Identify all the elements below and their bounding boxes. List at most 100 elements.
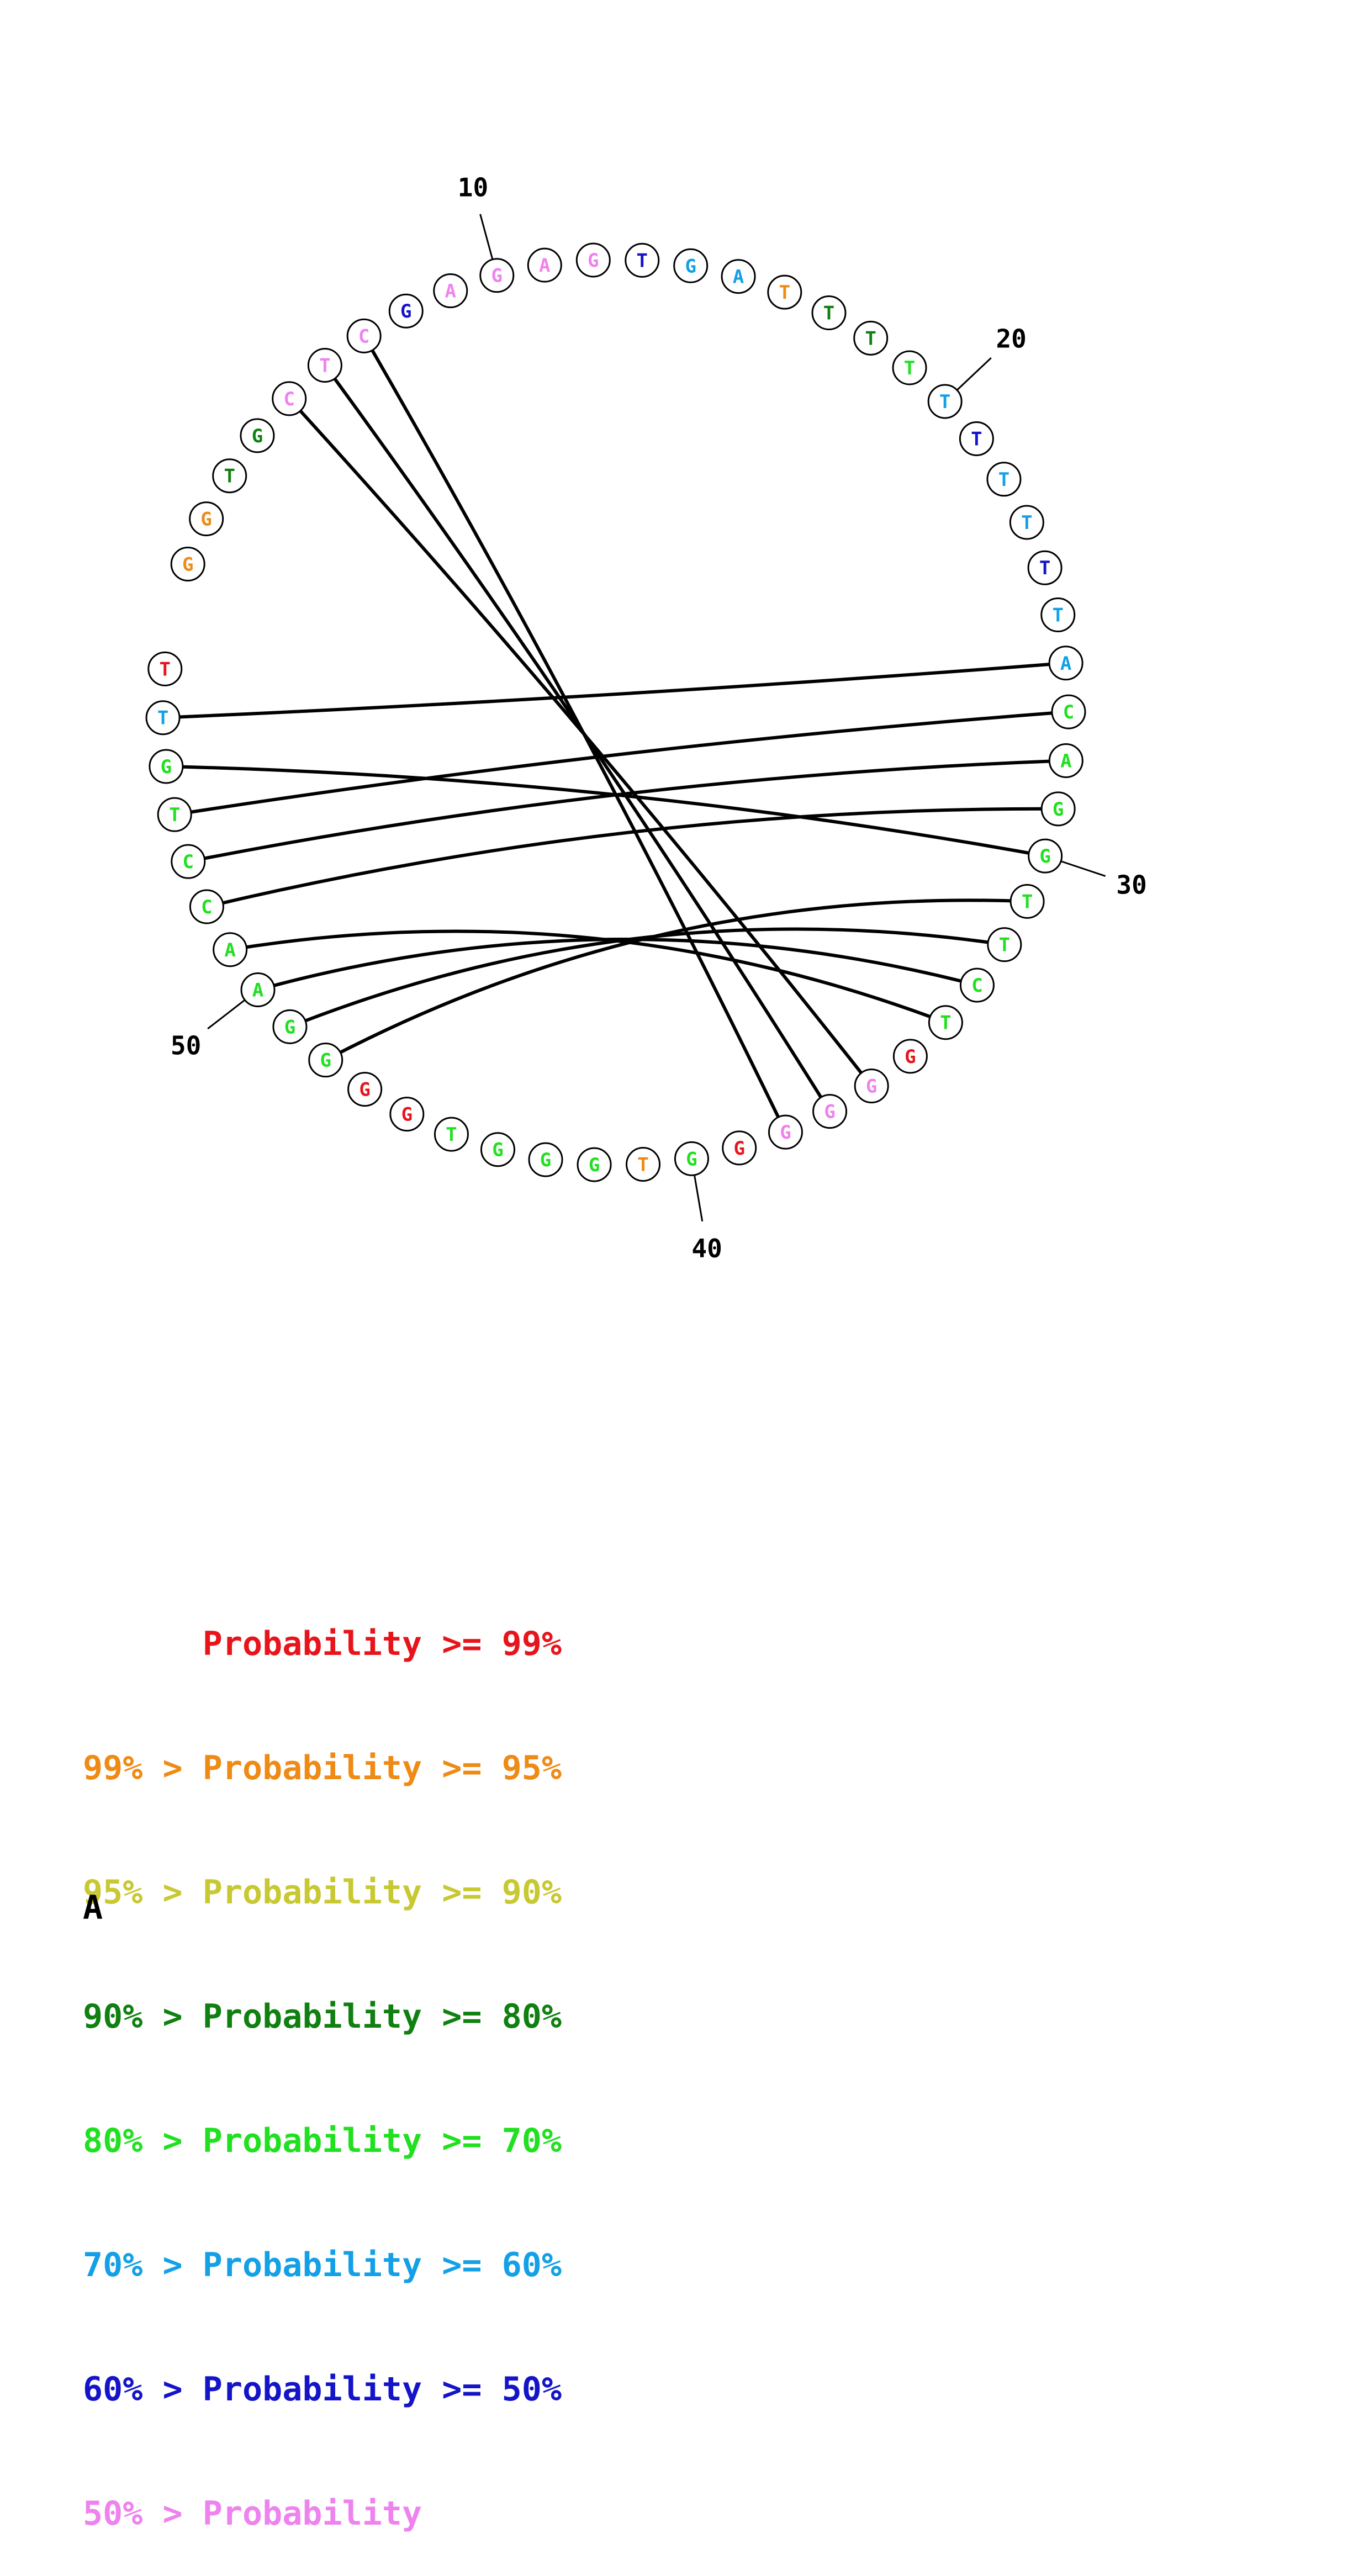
nucleotide-41: T (626, 1147, 661, 1182)
nucleotide-circle (1028, 838, 1063, 874)
nucleotide-12: G (575, 242, 611, 278)
pair-arc-55-30 (166, 765, 1046, 858)
pair-arc-53-28 (188, 759, 1066, 864)
nucleotide-base: T (1022, 891, 1033, 913)
nucleotide-base: G (540, 1149, 551, 1171)
nucleotide-base: T (1021, 512, 1032, 534)
nucleotide-circle (434, 1117, 469, 1152)
nucleotide-circle (1009, 884, 1045, 919)
nucleotide-base: T (157, 707, 168, 729)
legend-text: Probability >= 50% (202, 2370, 562, 2409)
nucleotide-circle (1048, 646, 1083, 681)
nucleotide-57: T (147, 651, 183, 686)
nucleotide-base: C (201, 896, 212, 918)
nucleotide-circle (212, 458, 247, 494)
pair-arc-56-26 (162, 661, 1066, 720)
nucleotide-circle (722, 1130, 757, 1166)
position-ticks: 10 20 30 40 50 (171, 173, 1147, 1264)
nucleotide-1: G (170, 547, 205, 582)
nucleotide-37: G (812, 1094, 848, 1129)
nucleotide-25: T (1040, 597, 1076, 632)
nucleotide-base: C (358, 325, 369, 347)
legend-text: Probability >= 95% (202, 1749, 562, 1787)
nucleotide-base: T (971, 429, 982, 451)
nucleotide-base: G (161, 756, 172, 778)
nucleotide-7: C (346, 318, 382, 353)
nucleotide-49: G (272, 1009, 308, 1044)
nucleotide-base: G (589, 1154, 600, 1176)
legend-text: Probability (202, 2494, 422, 2533)
nucleotide-base: T (939, 391, 950, 413)
nucleotide-36: G (854, 1069, 889, 1104)
nucleotide-circle (767, 274, 802, 310)
nucleotide-base: G (866, 1076, 877, 1098)
legend-text: Probability >= 99% (202, 1625, 562, 1663)
nucleotide-circle (1048, 743, 1083, 778)
nucleotide-base: G (1039, 845, 1050, 868)
nucleotide-8: G (388, 293, 424, 329)
nucleotide-base: G (359, 1079, 370, 1101)
legend-row-70: 80% > Probability >= 70% (83, 2120, 562, 2162)
legend-prefix: 60% > (83, 2370, 203, 2409)
position-label-30: 30 (1116, 870, 1146, 900)
nucleotide-base: C (1063, 701, 1074, 723)
tick-line-30 (1060, 860, 1106, 877)
nucleotide-base: T (637, 1154, 648, 1176)
tick-line-40 (693, 1175, 704, 1222)
pair-arc-54-27 (174, 710, 1069, 817)
nucleotide-9: A (433, 273, 468, 309)
nucleotide-base: G (686, 1148, 697, 1170)
probability-legend: Probability >= 99% 99% > Probability >= … (83, 1541, 562, 2576)
nucleotide-52: C (189, 889, 224, 924)
nucleotide-4: G (240, 418, 275, 453)
nucleotide-circle (240, 972, 276, 1008)
nucleotide-base: C (971, 975, 982, 997)
nucleotide-circle (147, 651, 183, 686)
nucleotide-circle (272, 381, 307, 416)
nucleotide-circle (528, 1142, 563, 1177)
nucleotide-3: T (212, 458, 247, 494)
nucleotide-base: T (224, 466, 235, 488)
nucleotide-51: A (213, 932, 248, 967)
legend-row-95: 99% > Probability >= 95% (83, 1748, 562, 1789)
nucleotide-31: T (1009, 884, 1045, 919)
legend-text: Probability >= 70% (202, 2122, 562, 2160)
nucleotide-53: C (171, 844, 206, 879)
nucleotide-circle (307, 347, 342, 383)
nucleotide-base: A (733, 266, 744, 288)
nucleotide-circle (673, 248, 709, 283)
nucleotide-26: A (1048, 646, 1083, 681)
nucleotide-base: T (999, 934, 1010, 956)
nucleotide-circle (674, 1141, 709, 1176)
legend-row-90: 95% > Probability >= 90% (83, 1872, 562, 1913)
nucleotide-circle (1009, 505, 1044, 540)
nucleotide-circle (1027, 550, 1063, 585)
nucleotide-29: G (1040, 791, 1076, 827)
nucleotide-56: T (145, 700, 181, 736)
nucleotide-20: T (927, 384, 963, 419)
legend-text: Probability >= 90% (202, 1873, 562, 1912)
nucleotide-38: G (768, 1114, 803, 1150)
nucleotide-13: T (625, 242, 660, 278)
nucleotide-circle (527, 247, 562, 283)
panel-label: A (83, 1889, 103, 1927)
nucleotide-base: T (169, 804, 180, 826)
nucleotide-22: T (986, 462, 1022, 497)
nucleotide-39: G (722, 1130, 757, 1166)
nucleotide-base: A (445, 281, 456, 303)
nucleotide-circle (1040, 791, 1076, 827)
legend-prefix: 95% > (83, 1873, 203, 1912)
nucleotide-40: G (674, 1141, 709, 1176)
nucleotide-circle (812, 1094, 848, 1129)
nucleotide-circle (389, 1097, 425, 1132)
base-pair-arcs (162, 335, 1069, 1133)
nucleotide-base: G (491, 265, 503, 287)
nucleotide-42: G (577, 1147, 612, 1182)
nucleotide-50: A (240, 972, 276, 1008)
nucleotide-base: G (284, 1016, 295, 1038)
nucleotide-circle (145, 700, 181, 736)
nucleotide-circle (959, 967, 995, 1003)
nucleotide-44: G (480, 1132, 515, 1167)
nucleotide-base: T (779, 282, 790, 304)
nucleotide-23: T (1009, 505, 1044, 540)
